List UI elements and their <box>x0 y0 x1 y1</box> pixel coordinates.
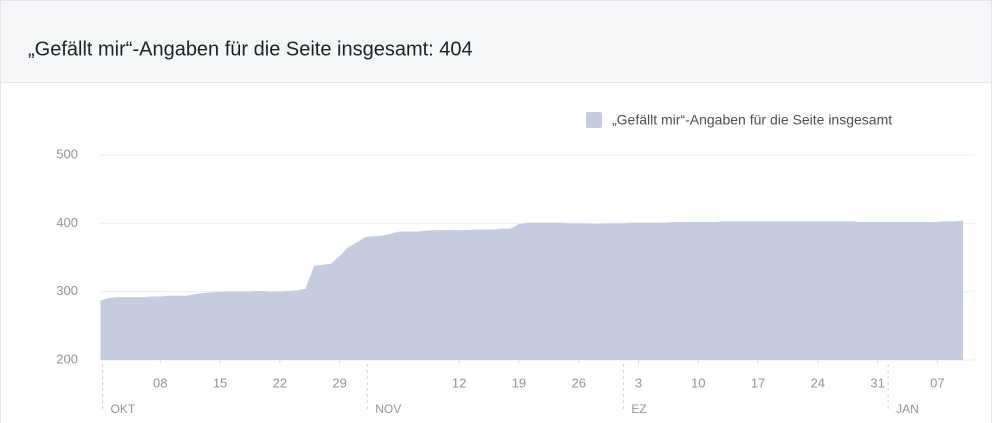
month-label: NOV <box>375 402 401 416</box>
x-tick-label: 29 <box>332 375 346 390</box>
x-tick-label: 08 <box>153 375 167 390</box>
month-label: EZ <box>631 402 646 416</box>
x-tick-label: 12 <box>452 375 466 390</box>
x-tick-label: 17 <box>751 375 765 390</box>
x-tick-label: 19 <box>512 375 526 390</box>
month-label: OKT <box>111 402 136 416</box>
y-tick-label: 500 <box>56 146 78 161</box>
y-tick-label: 200 <box>56 351 78 366</box>
chart-title: „Gefällt mir“-Angaben für die Seite insg… <box>28 38 473 60</box>
x-tick-label: 10 <box>691 375 705 390</box>
plot: 200 300 400 500 08 15 22 29 12 19 26 3 10 17 24 31 07 OKT… <box>56 112 975 416</box>
area <box>100 220 963 360</box>
y-tick-label: 400 <box>56 215 78 230</box>
x-tick-label: 15 <box>213 375 227 390</box>
x-tick-label: 3 <box>635 375 642 390</box>
x-tick-label: 26 <box>571 375 585 390</box>
x-tick-label: 24 <box>811 375 825 390</box>
x-tick-label: 31 <box>870 375 884 390</box>
header-band <box>0 0 992 83</box>
x-tick-label: 22 <box>273 375 287 390</box>
x-tick-label: 07 <box>930 375 944 390</box>
legend-swatch <box>586 112 602 128</box>
legend-label: „Gefällt mir“-Angaben für die Seite insg… <box>612 112 892 128</box>
y-tick-label: 300 <box>56 283 78 298</box>
month-label: JAN <box>896 402 919 416</box>
